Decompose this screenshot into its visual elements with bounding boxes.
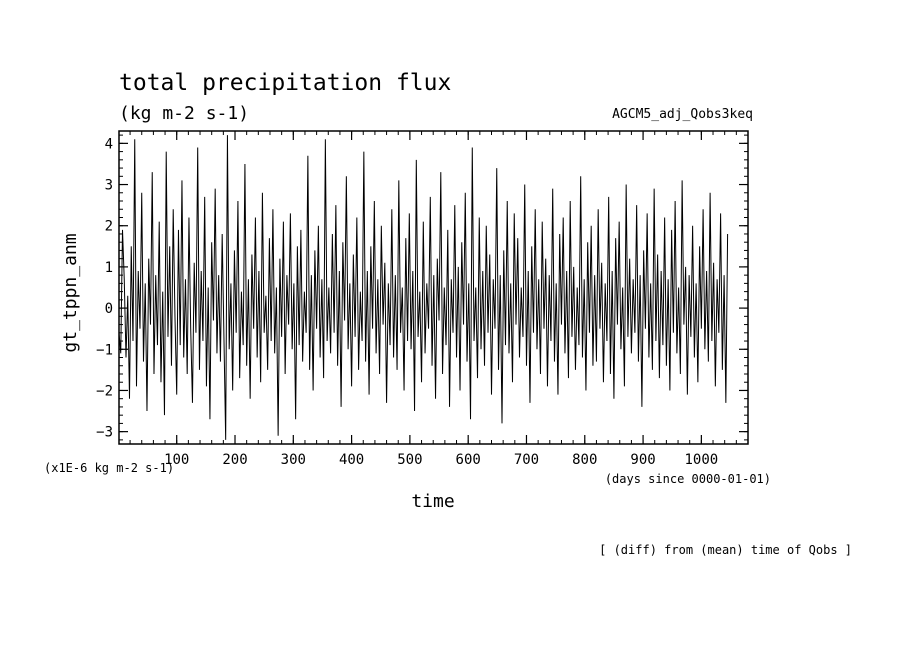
x-tick-label: 700 — [514, 452, 539, 468]
x-tick-label: 600 — [456, 452, 481, 468]
x-tick-label: 1000 — [685, 452, 719, 468]
y-tick-label: 4 — [105, 136, 113, 152]
x-tick-label: 400 — [339, 452, 364, 468]
y-tick-label: −2 — [96, 383, 113, 399]
y-axis-label: gt_tppn_anm — [60, 233, 81, 352]
x-axis-label: time — [411, 491, 454, 512]
x-units-label: (days since 0000-01-01) — [605, 472, 771, 486]
y-tick-label: 1 — [105, 260, 113, 276]
y-tick-label: −1 — [96, 342, 113, 358]
y-tick-label: 2 — [105, 219, 113, 235]
y-tick-label: 3 — [105, 178, 113, 194]
x-tick-label: 500 — [397, 452, 422, 468]
chart-title: total precipitation flux — [119, 70, 451, 96]
major-ticks — [119, 131, 748, 444]
plot-frame — [118, 130, 749, 445]
x-tick-label: 200 — [222, 452, 247, 468]
series-line-gt-tppn-anm — [118, 135, 729, 440]
x-tick-label: 800 — [572, 452, 597, 468]
x-tick-label: 100 — [164, 452, 189, 468]
x-tick-label: 900 — [630, 452, 655, 468]
tick-labels: 100 200 300 400 500 600 700 800 900 1000 4 3 2 1 0 −1 −2… — [96, 136, 718, 468]
x-tick-label: 300 — [281, 452, 306, 468]
y-units-label: (x1E-6 kg m-2 s-1) — [44, 461, 174, 475]
footnote: [ (diff) from (mean) time of Qobs ] — [599, 543, 852, 557]
y-tick-label: −3 — [96, 425, 113, 441]
y-tick-label: 0 — [105, 301, 113, 317]
chart-subtitle: (kg m-2 s-1) — [119, 103, 249, 124]
plot-area: 100 200 300 400 500 600 700 800 900 1000 4 3 2 1 0 −1 −2… — [96, 130, 749, 468]
run-label: AGCM5_adj_Qobs3keq — [612, 107, 753, 122]
